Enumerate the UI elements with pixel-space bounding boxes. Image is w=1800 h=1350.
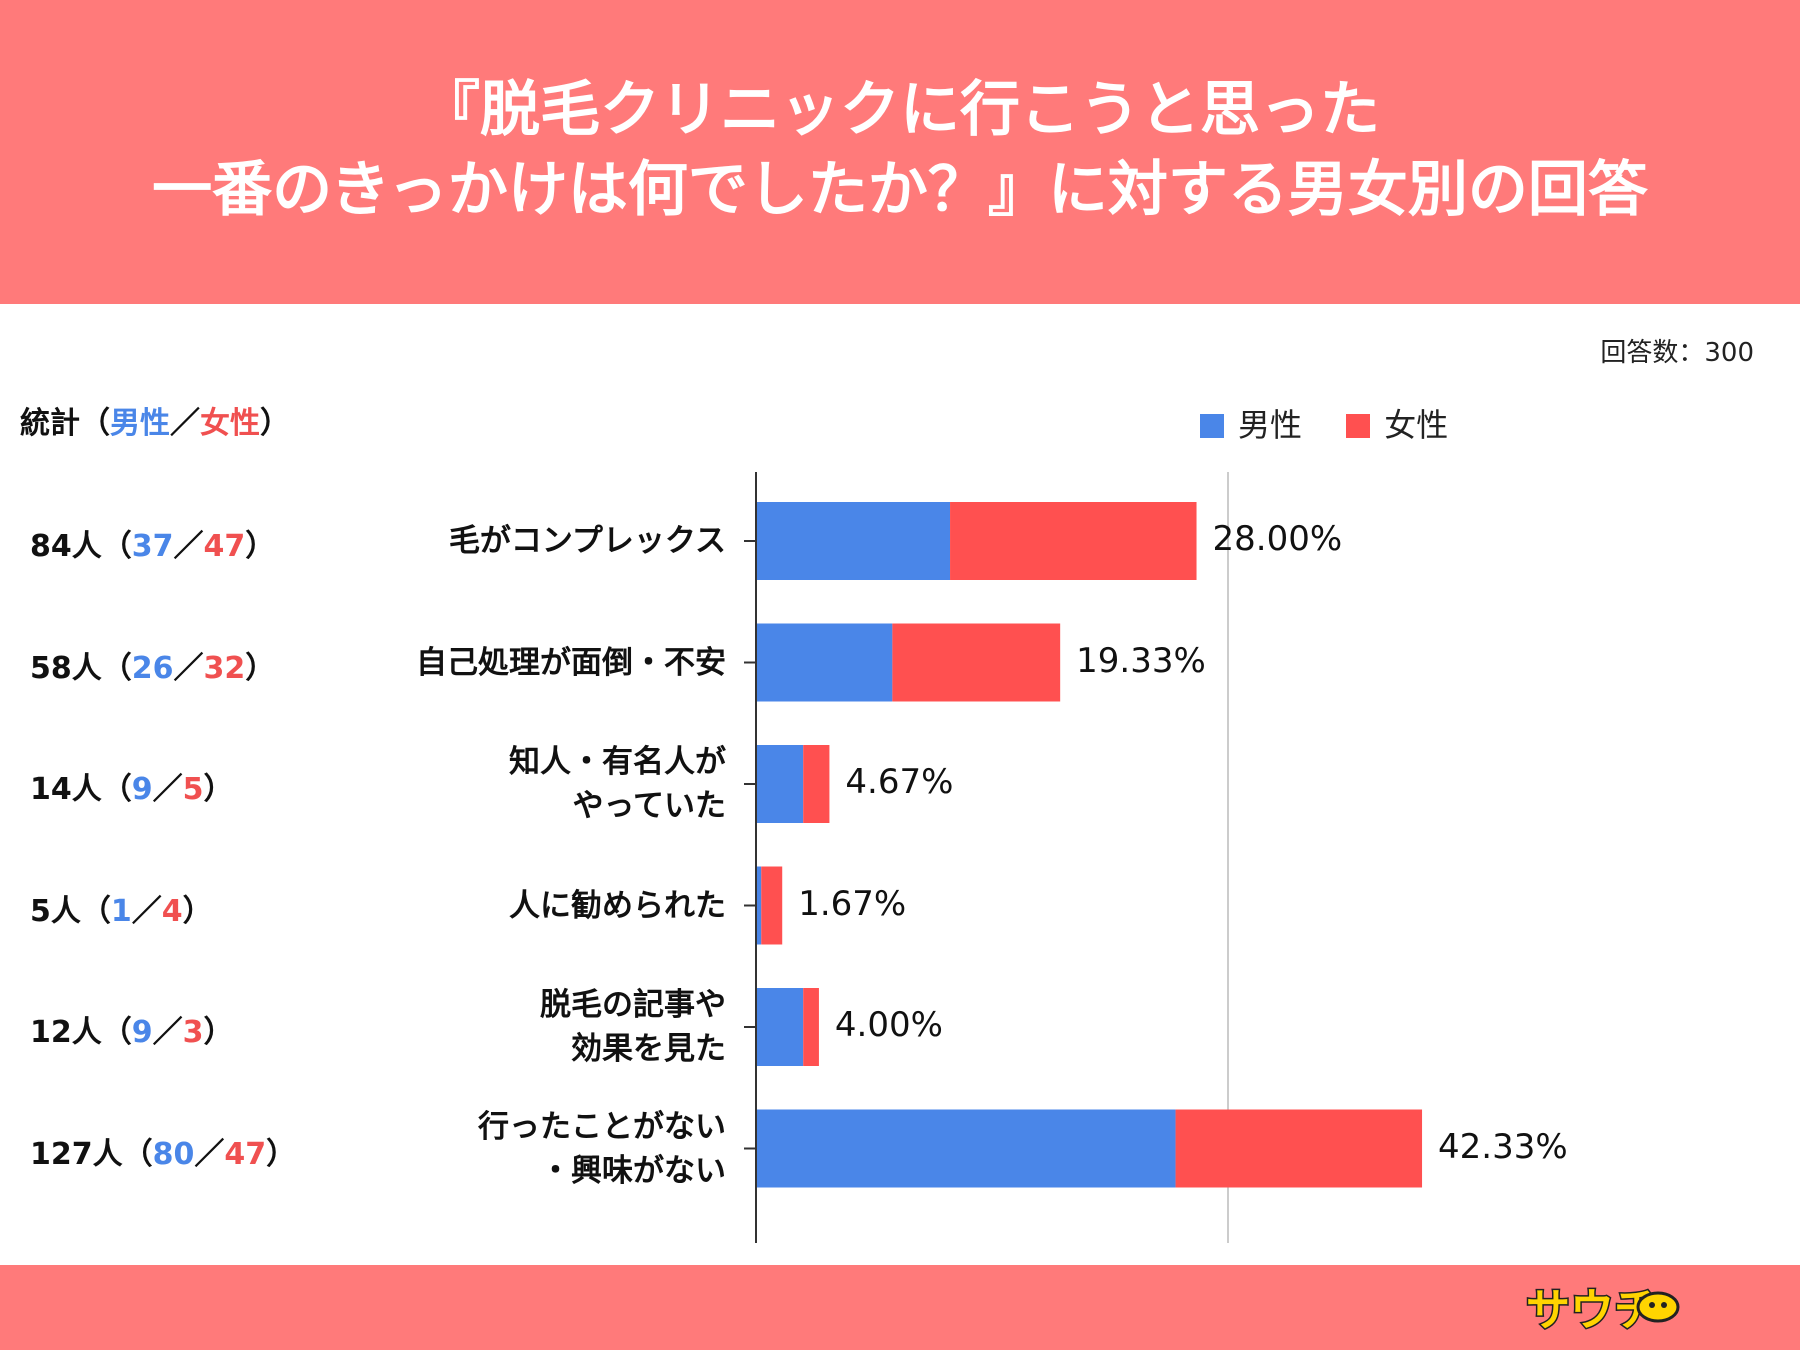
stat-suffix: ） xyxy=(203,772,234,807)
stat-row: 14人（9／5） xyxy=(30,764,234,808)
bar-female xyxy=(892,623,1061,702)
logo-eye-icon xyxy=(1649,1302,1655,1308)
legend-label-male: 男性 xyxy=(1238,406,1303,444)
stat-male: 37 xyxy=(131,529,174,564)
stat-suffix: ） xyxy=(203,1015,234,1050)
stat-row: 58人（26／32） xyxy=(30,643,275,687)
data-label: 28.00% xyxy=(1212,519,1343,559)
title-line-2: 一番のきっかけは何でしたか？』に対する男女別の回答 xyxy=(152,155,1648,225)
stat-prefix: 14人（ xyxy=(30,772,132,807)
page-title: 『脱毛クリニックに行こうと思った 一番のきっかけは何でしたか？』に対する男女別の… xyxy=(0,70,1800,230)
data-label: 4.00% xyxy=(834,1005,943,1045)
logo-eye-icon xyxy=(1661,1302,1667,1308)
stat-sep: ／ xyxy=(173,529,204,564)
stat-female: 47 xyxy=(203,529,246,564)
stat-male: 9 xyxy=(131,772,153,807)
stat-suffix: ） xyxy=(182,893,213,929)
category-label: 自己処理が面倒・不安 xyxy=(326,641,726,685)
bar-female xyxy=(803,745,830,823)
bar-male xyxy=(756,502,951,580)
stat-prefix: 12人（ xyxy=(30,1015,132,1050)
stat-female: 5 xyxy=(182,772,204,807)
chart-legend: 男性 女性 xyxy=(1200,400,1482,446)
data-label: 19.33% xyxy=(1076,640,1206,681)
stats-header-male: 男性 xyxy=(110,406,170,441)
logo-mascot-icon xyxy=(1636,1291,1680,1323)
category-label: 毛がコンプレックス xyxy=(326,519,726,563)
stat-sep: ／ xyxy=(194,1136,225,1172)
stats-header-suffix: ） xyxy=(260,406,290,441)
category-label-line: ・興味がない xyxy=(540,1152,726,1189)
category-label: 人に勧められた xyxy=(326,884,726,928)
stat-prefix: 5人（ xyxy=(30,893,111,929)
stat-male: 1 xyxy=(110,893,132,929)
category-label-line: 毛がコンプレックス xyxy=(448,523,726,559)
category-label: 行ったことがない・興味がない xyxy=(326,1105,726,1193)
data-label: 42.33% xyxy=(1438,1126,1568,1167)
stat-sep: ／ xyxy=(173,650,204,686)
stat-row: 84人（37／47） xyxy=(30,521,275,565)
legend-swatch-female xyxy=(1346,414,1371,438)
footer-banner: サウチ xyxy=(0,1265,1800,1350)
category-label-line: 脱毛の記事や xyxy=(540,987,726,1023)
stats-header-female: 女性 xyxy=(200,406,260,441)
stat-sep: ／ xyxy=(131,893,162,929)
stat-male: 9 xyxy=(131,1015,153,1050)
category-label: 知人・有名人がやっていた xyxy=(326,740,726,828)
category-label: 脱毛の記事や効果を見た xyxy=(326,983,726,1071)
category-label-line: 自己処理が面倒・不安 xyxy=(416,644,726,681)
stat-female: 3 xyxy=(182,1015,204,1050)
category-label-line: 効果を見た xyxy=(571,1031,726,1067)
bar-male xyxy=(756,866,762,945)
stat-row: 5人（1／4） xyxy=(30,886,213,930)
legend-swatch-male xyxy=(1200,414,1224,438)
sawtooth-logo-icon: サウチ xyxy=(1525,1284,1680,1338)
stat-female: 47 xyxy=(224,1136,267,1172)
bar-female xyxy=(761,866,783,945)
legend-item-female: 女性 xyxy=(1346,400,1448,446)
category-label-line: 人に勧められた xyxy=(509,887,726,924)
logo-text: サウチ xyxy=(1526,1285,1658,1336)
stat-row: 127人（80／47） xyxy=(30,1129,296,1173)
legend-item-male: 男性 xyxy=(1200,400,1302,446)
stats-header-sep: ／ xyxy=(170,406,200,441)
category-label-line: 行ったことがない xyxy=(478,1108,726,1145)
stat-male: 26 xyxy=(131,650,174,686)
stat-sep: ／ xyxy=(152,1015,183,1050)
respondent-count: 回答数：300 xyxy=(1600,338,1754,368)
stat-male: 80 xyxy=(152,1136,195,1172)
header-banner: 『脱毛クリニックに行こうと思った 一番のきっかけは何でしたか？』に対する男女別の… xyxy=(0,0,1800,304)
stat-sep: ／ xyxy=(152,772,183,807)
stat-female: 4 xyxy=(161,893,183,929)
bar-male xyxy=(756,988,804,1066)
legend-label-female: 女性 xyxy=(1384,406,1449,444)
stat-prefix: 58人（ xyxy=(30,650,132,686)
bar-female xyxy=(803,988,819,1066)
category-label-line: 知人・有名人が xyxy=(509,744,726,780)
stat-suffix: ） xyxy=(245,650,276,686)
title-line-1: 『脱毛クリニックに行こうと思った xyxy=(420,75,1380,145)
stats-header: 統計（男性／女性） xyxy=(20,398,290,442)
bar-female xyxy=(950,502,1197,580)
bar-female xyxy=(1175,1109,1423,1188)
stat-prefix: 127人（ xyxy=(30,1136,153,1172)
stat-prefix: 84人（ xyxy=(30,529,132,564)
bar-male xyxy=(756,623,893,702)
bar-male xyxy=(756,745,804,823)
stat-suffix: ） xyxy=(266,1136,297,1172)
stat-row: 12人（9／3） xyxy=(30,1007,234,1051)
bar-male xyxy=(756,1109,1176,1188)
stat-female: 32 xyxy=(203,650,246,686)
category-label-line: やっていた xyxy=(572,788,726,824)
stats-header-prefix: 統計（ xyxy=(20,406,110,441)
data-label: 1.67% xyxy=(798,883,907,924)
data-label: 4.67% xyxy=(845,762,954,802)
stat-suffix: ） xyxy=(245,529,276,564)
